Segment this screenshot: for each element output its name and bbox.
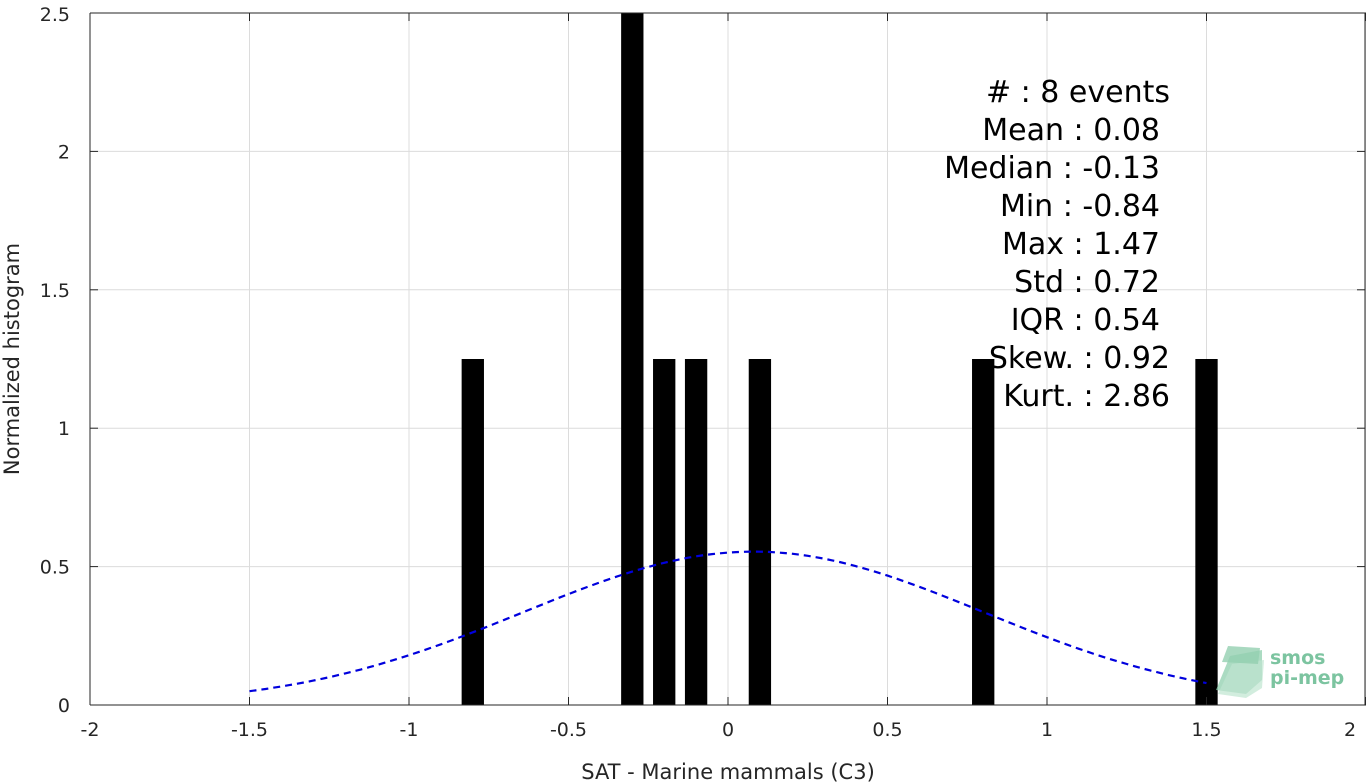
x-tick-label: -0.5 [550, 719, 587, 741]
gaussian-fit-curve [249, 550, 1207, 693]
x-tick-labels: -2 -1.5 -1 -0.5 0 0.5 1 1.5 2 [81, 719, 1357, 741]
y-tick-label: 0 [58, 695, 70, 717]
stats-line: Median : -0.13 [944, 151, 1160, 186]
y-tick-label: 2 [58, 141, 70, 163]
x-axis-label: SAT - Marine mammals (C3) [581, 760, 875, 784]
fit-curve-layer [249, 550, 1207, 693]
stats-line: Std : 0.72 [1014, 265, 1160, 300]
logo-icon [1216, 646, 1264, 698]
y-tick-label: 0.5 [40, 557, 70, 579]
x-tick-label: 1 [1041, 719, 1053, 741]
histogram-bar [684, 359, 708, 705]
histogram-bar [653, 359, 676, 705]
bars [461, 13, 1218, 705]
x-tick-label: -1 [400, 719, 419, 741]
y-tick-label: 1.5 [40, 280, 70, 302]
logo-text-line1: smos [1270, 647, 1325, 669]
stats-line: Skew. : 0.92 [989, 341, 1170, 376]
x-tick-label: -2 [81, 719, 100, 741]
smos-pi-mep-logo: smos pi-mep [1216, 646, 1344, 698]
x-tick-label: 0 [722, 719, 734, 741]
x-tick-label: 1.5 [1191, 719, 1221, 741]
stats-line: Max : 1.47 [1002, 227, 1160, 262]
y-tick-labels: 0 0.5 1 1.5 2 2.5 [40, 4, 70, 717]
y-axis-label: Normalized histogram [0, 243, 24, 475]
x-tick-label: 2 [1344, 719, 1356, 741]
stats-line: IQR : 0.54 [1011, 303, 1160, 338]
x-tick-label: 0.5 [872, 719, 902, 741]
stats-line: Kurt. : 2.86 [1003, 379, 1170, 414]
y-tick-label: 2.5 [40, 4, 70, 26]
stats-line: # : 8 events [986, 75, 1170, 110]
stats-line: Mean : 0.08 [982, 113, 1160, 148]
histogram-bar [621, 13, 644, 705]
axes [89, 12, 1366, 706]
logo-text-line2: pi-mep [1270, 667, 1344, 689]
histogram-bar [748, 359, 772, 705]
x-tick-label: -1.5 [231, 719, 268, 741]
y-tick-label: 1 [58, 418, 70, 440]
histogram-bar [972, 359, 995, 705]
histogram-bar [1195, 359, 1218, 705]
grid [89, 12, 1366, 706]
histogram-bar [461, 359, 484, 705]
stats-line: Min : -0.84 [1000, 189, 1160, 224]
